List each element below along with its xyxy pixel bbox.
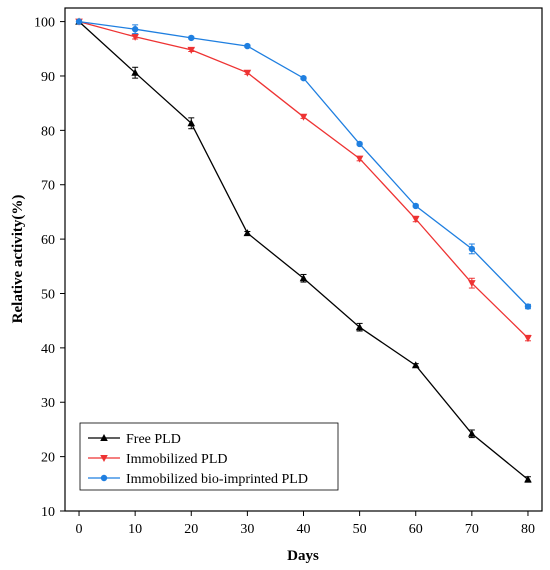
series-1-point-6 <box>411 361 420 369</box>
legend-marker-3 <box>100 474 108 482</box>
series-1-line <box>78 21 529 481</box>
x-tick-label-0: 0 <box>76 522 83 537</box>
y-tick-label-90: 90 <box>41 70 55 85</box>
series-layer <box>75 17 532 483</box>
x-tick-label-10: 10 <box>128 522 142 537</box>
series-3 <box>75 18 532 310</box>
series-2-point-4 <box>299 113 308 121</box>
ticks-layer: 10 20 30 40 50 60 70 80 90 100 0 10 20 30 40 50 60 70 80 <box>34 16 535 537</box>
x-tick-label-20: 20 <box>184 522 198 537</box>
series-3-point-7 <box>468 245 476 253</box>
y-tick-label-10: 10 <box>41 505 55 520</box>
series-1-point-1 <box>131 68 139 76</box>
y-tick-label-60: 60 <box>41 233 55 248</box>
legend-label-2: Immobilized PLD <box>126 452 228 467</box>
x-tick-label-70: 70 <box>465 522 479 537</box>
y-tick-label-70: 70 <box>41 179 55 194</box>
series-1 <box>75 17 532 483</box>
legend-item-1: Free PLD <box>88 432 181 447</box>
legend-box <box>79 422 339 491</box>
series-1-point-4 <box>299 274 308 282</box>
x-tick-label-80: 80 <box>521 522 535 537</box>
x-tick-label-60: 60 <box>409 522 423 537</box>
series-3-point-0 <box>75 18 83 25</box>
series-1-point-7 <box>468 429 476 437</box>
y-tick-label-20: 20 <box>41 451 55 466</box>
series-3-point-4 <box>300 74 307 82</box>
legend-marker-2 <box>100 455 108 462</box>
y-tick-label-100: 100 <box>34 16 55 31</box>
series-3-point-6 <box>412 202 419 210</box>
y-tick-label-30: 30 <box>41 396 55 411</box>
x-tick-label-50: 50 <box>353 522 367 537</box>
series-2-point-7 <box>468 280 476 288</box>
legend-marker-1 <box>100 434 108 441</box>
series-2-point-1 <box>131 33 139 41</box>
x-tick-label-40: 40 <box>297 522 311 537</box>
legend-label-1: Free PLD <box>126 432 181 447</box>
y-tick-label-50: 50 <box>41 287 55 302</box>
series-1-point-3 <box>243 229 252 237</box>
series-3-point-1 <box>131 26 139 33</box>
series-2-point-5 <box>355 155 364 163</box>
x-axis-label: Days <box>287 548 319 564</box>
legend: Free PLD Immobilized PLD Immobilized bio-i… <box>79 422 339 491</box>
series-3-point-5 <box>356 140 363 148</box>
series-2-point-6 <box>411 215 420 223</box>
series-1-point-8 <box>524 475 532 483</box>
series-3-line <box>78 20 529 307</box>
series-3-point-2 <box>188 34 195 42</box>
y-tick-label-80: 80 <box>41 124 55 139</box>
legend-item-2: Immobilized PLD <box>88 452 228 467</box>
series-2-line <box>78 20 529 339</box>
legend-label-3: Immobilized bio-imprinted PLD <box>126 472 308 487</box>
series-1-point-5 <box>355 323 364 331</box>
series-1-point-2 <box>187 119 196 127</box>
series-3-point-8 <box>524 303 532 310</box>
y-tick-label-40: 40 <box>41 342 55 357</box>
series-2-point-2 <box>187 46 196 54</box>
x-tick-label-30: 30 <box>240 522 254 537</box>
y-axis-label: Relative activity(%) <box>10 195 26 324</box>
series-2-point-3 <box>243 69 252 77</box>
series-2-point-8 <box>524 335 532 343</box>
series-2 <box>75 18 532 343</box>
legend-item-3: Immobilized bio-imprinted PLD <box>88 472 308 487</box>
series-3-point-3 <box>244 42 251 50</box>
